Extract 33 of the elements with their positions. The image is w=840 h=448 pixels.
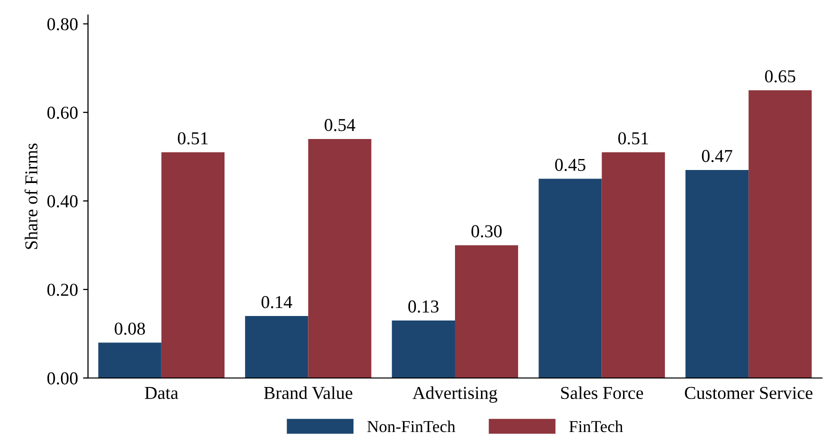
bar (98, 342, 162, 378)
data-label: 0.47 (702, 150, 732, 162)
x-tick-label: Customer Service (684, 386, 812, 400)
y-tick-label: 0.20 (47, 284, 78, 296)
y-tick-label: 0.00 (47, 372, 78, 385)
data-label: 0.13 (408, 300, 439, 313)
data-label: 0.14 (262, 296, 292, 308)
y-tick-label: 0.40 (47, 195, 78, 208)
bar (392, 320, 455, 378)
bar (748, 90, 812, 378)
y-axis-title: Share of Firms (24, 143, 38, 249)
x-tick-label: Advertising (412, 386, 498, 403)
bar (245, 316, 308, 378)
bar (455, 245, 518, 378)
legend-label: FinTech (569, 420, 623, 432)
bar (161, 152, 225, 378)
data-label: 0.08 (114, 322, 145, 335)
x-tick-label: Brand Value (264, 386, 352, 400)
data-label: 0.65 (765, 70, 796, 82)
legend-label: Non-FinTech (367, 420, 456, 432)
y-tick-label: 0.60 (47, 106, 78, 119)
data-label: 0.51 (178, 132, 208, 144)
y-tick-label: 0.80 (47, 18, 78, 30)
bar (308, 138, 372, 378)
data-label: 0.30 (471, 225, 502, 238)
data-label: 0.54 (324, 118, 356, 132)
x-tick-label: Data (144, 387, 178, 400)
bar (602, 152, 665, 378)
data-label: 0.51 (618, 132, 648, 144)
bar (685, 170, 749, 378)
x-tick-label: Sales Force (561, 386, 644, 400)
data-label: 0.45 (555, 158, 586, 172)
bar (538, 178, 602, 378)
